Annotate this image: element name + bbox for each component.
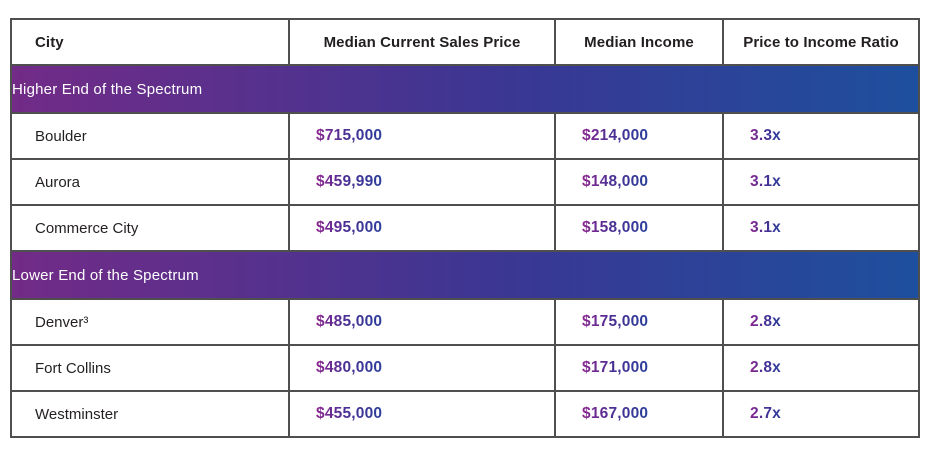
sales-price-cell: $480,000	[288, 344, 556, 392]
ratio-cell: 2.7x	[722, 390, 920, 438]
sales-price-cell: $495,000	[288, 204, 556, 252]
city-cell: Fort Collins	[10, 344, 290, 392]
median-income-value: $167,000	[582, 405, 649, 422]
column-header-city-label: City	[35, 33, 64, 51]
table-row: Boulder $715,000 $214,000 3.3x	[10, 112, 920, 160]
sales-price-value: $480,000	[316, 359, 383, 376]
city-name: Boulder	[35, 127, 87, 145]
column-header-median-income: Median Income	[554, 18, 724, 66]
median-income-cell: $148,000	[554, 158, 724, 206]
ratio-value: 3.1x	[750, 173, 781, 190]
median-income-cell: $158,000	[554, 204, 724, 252]
housing-affordability-table: City Median Current Sales Price Median I…	[10, 18, 920, 438]
sales-price-cell: $715,000	[288, 112, 556, 160]
sales-price-cell: $455,000	[288, 390, 556, 438]
section-band: Higher End of the Spectrum	[10, 64, 920, 114]
column-header-sales-price-label: Median Current Sales Price	[323, 33, 521, 51]
table-row: Commerce City $495,000 $158,000 3.1x	[10, 204, 920, 252]
ratio-cell: 2.8x	[722, 344, 920, 392]
sales-price-cell: $459,990	[288, 158, 556, 206]
ratio-cell: 2.8x	[722, 298, 920, 346]
section-band-row: Higher End of the Spectrum	[10, 64, 920, 114]
column-header-city: City	[10, 18, 290, 66]
median-income-cell: $175,000	[554, 298, 724, 346]
ratio-cell: 3.3x	[722, 112, 920, 160]
city-name: Westminster	[35, 405, 119, 423]
column-header-price-income-ratio: Price to Income Ratio	[722, 18, 920, 66]
sales-price-value: $495,000	[316, 219, 383, 236]
city-cell: Aurora	[10, 158, 290, 206]
city-name: Fort Collins	[35, 359, 111, 377]
ratio-value: 3.1x	[750, 219, 781, 236]
median-income-cell: $214,000	[554, 112, 724, 160]
column-header-price-income-ratio-label: Price to Income Ratio	[743, 33, 899, 51]
median-income-cell: $171,000	[554, 344, 724, 392]
table-row: Westminster $455,000 $167,000 2.7x	[10, 390, 920, 438]
column-header-median-income-label: Median Income	[584, 33, 694, 51]
ratio-value: 2.7x	[750, 405, 781, 422]
median-income-value: $148,000	[582, 173, 649, 190]
table-header-row: City Median Current Sales Price Median I…	[10, 18, 920, 66]
table-row: Denver³ $485,000 $175,000 2.8x	[10, 298, 920, 346]
sales-price-value: $485,000	[316, 313, 383, 330]
sales-price-value: $715,000	[316, 127, 383, 144]
median-income-value: $175,000	[582, 313, 649, 330]
median-income-cell: $167,000	[554, 390, 724, 438]
column-header-sales-price: Median Current Sales Price	[288, 18, 556, 66]
city-name: Denver³	[35, 313, 89, 331]
city-cell: Westminster	[10, 390, 290, 438]
city-name: Commerce City	[35, 219, 139, 237]
table-row: Aurora $459,990 $148,000 3.1x	[10, 158, 920, 206]
section-band: Lower End of the Spectrum	[10, 250, 920, 300]
ratio-value: 2.8x	[750, 313, 781, 330]
sales-price-cell: $485,000	[288, 298, 556, 346]
table-body: Higher End of the Spectrum Boulder $715,…	[10, 64, 920, 438]
median-income-value: $171,000	[582, 359, 649, 376]
city-name: Aurora	[35, 173, 81, 191]
sales-price-value: $459,990	[316, 173, 383, 190]
ratio-value: 2.8x	[750, 359, 781, 376]
city-cell: Commerce City	[10, 204, 290, 252]
median-income-value: $214,000	[582, 127, 649, 144]
section-band-row: Lower End of the Spectrum	[10, 250, 920, 300]
ratio-cell: 3.1x	[722, 204, 920, 252]
section-band-label: Lower End of the Spectrum	[12, 266, 199, 284]
section-band-label: Higher End of the Spectrum	[12, 80, 203, 98]
city-cell: Boulder	[10, 112, 290, 160]
ratio-cell: 3.1x	[722, 158, 920, 206]
median-income-value: $158,000	[582, 219, 649, 236]
sales-price-value: $455,000	[316, 405, 383, 422]
ratio-value: 3.3x	[750, 127, 781, 144]
city-cell: Denver³	[10, 298, 290, 346]
table-row: Fort Collins $480,000 $171,000 2.8x	[10, 344, 920, 392]
